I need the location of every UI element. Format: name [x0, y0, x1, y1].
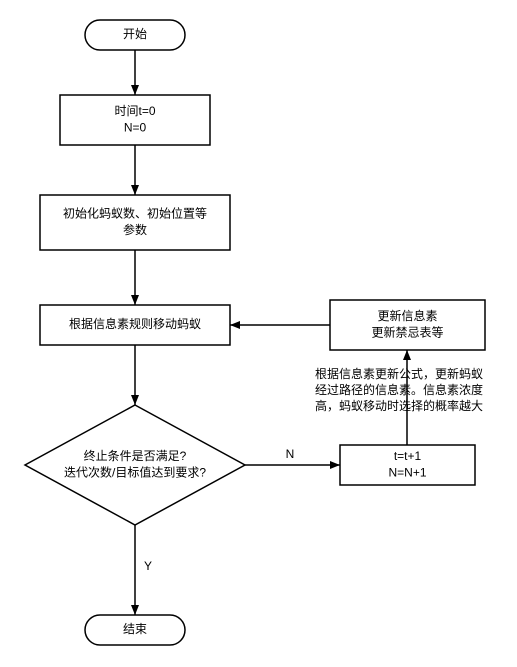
arrow-head — [330, 461, 340, 469]
annotation-text: 经过路径的信息素。信息素浓度 — [315, 382, 483, 397]
node-incr-label: t=t+1 — [394, 449, 422, 463]
node-update-label: 更新信息素 — [377, 308, 437, 323]
node-start-label: 开始 — [123, 27, 147, 41]
node-move-label: 根据信息素规则移动蚂蚁 — [69, 316, 201, 331]
edge-label: N — [286, 447, 295, 461]
node-end-label: 结束 — [123, 622, 147, 636]
node-incr-label: N=N+1 — [388, 465, 426, 479]
node-decision-label: 终止条件是否满足? — [84, 448, 187, 463]
arrow-head — [131, 85, 139, 95]
arrow-head — [131, 605, 139, 615]
node-init_t-label: 时间t=0 — [114, 104, 155, 118]
arrow-head — [403, 350, 411, 360]
arrow-head — [230, 321, 240, 329]
node-init_params-label: 初始化蚂蚁数、初始位置等 — [63, 206, 207, 221]
annotation-text: 根据信息素更新公式，更新蚂蚁 — [315, 366, 483, 381]
annotation-text: 高，蚂蚁移动时选择的概率越大 — [315, 398, 483, 413]
node-init_t-label: N=0 — [124, 120, 147, 134]
node-update-label: 更新禁忌表等 — [371, 324, 443, 339]
node-decision-label: 迭代次数/目标值达到要求? — [64, 464, 206, 479]
node-init_params-label: 参数 — [123, 222, 147, 237]
arrow-head — [131, 295, 139, 305]
arrow-head — [131, 395, 139, 405]
edge-label: Y — [144, 559, 152, 573]
arrow-head — [131, 185, 139, 195]
